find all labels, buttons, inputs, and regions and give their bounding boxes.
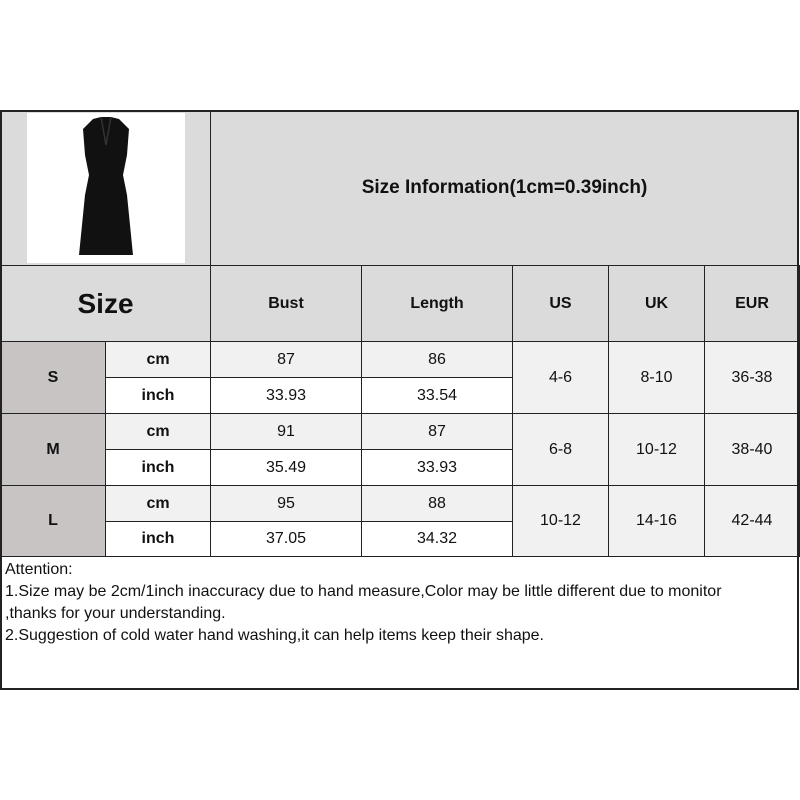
chart-title: Size Information(1cm=0.39inch) <box>210 110 799 266</box>
note-line: ,thanks for your understanding. <box>5 605 226 622</box>
eur-size: 42-44 <box>704 485 800 557</box>
bust-inch: 33.93 <box>210 377 362 414</box>
unit-label-inch: inch <box>105 377 211 414</box>
bust-cm: 95 <box>210 485 362 522</box>
eur-size: 36-38 <box>704 341 800 414</box>
unit-label-inch: inch <box>105 521 211 557</box>
bust-inch: 35.49 <box>210 449 362 486</box>
bust-cm: 91 <box>210 413 362 450</box>
uk-size: 10-12 <box>608 413 705 486</box>
note-line: 1.Size may be 2cm/1inch inaccuracy due t… <box>5 583 722 600</box>
column-header-us: US <box>512 265 609 342</box>
us-size: 10-12 <box>512 485 609 557</box>
column-header-eur: EUR <box>704 265 800 342</box>
us-size: 6-8 <box>512 413 609 486</box>
unit-label-inch: inch <box>105 449 211 486</box>
length-cm: 88 <box>361 485 513 522</box>
column-header-bust: Bust <box>210 265 362 342</box>
length-cm: 86 <box>361 341 513 378</box>
size-label: L <box>0 485 106 557</box>
note-line: Attention: <box>5 561 73 578</box>
unit-label-cm: cm <box>105 485 211 522</box>
dress-image <box>78 116 133 255</box>
size-label: M <box>0 413 106 486</box>
uk-size: 14-16 <box>608 485 705 557</box>
product-image-cell <box>0 110 211 266</box>
size-header: Size <box>0 265 211 342</box>
note-line: 2.Suggestion of cold water hand washing,… <box>5 627 544 644</box>
column-header-uk: UK <box>608 265 705 342</box>
length-cm: 87 <box>361 413 513 450</box>
uk-size: 8-10 <box>608 341 705 414</box>
eur-size: 38-40 <box>704 413 800 486</box>
size-label: S <box>0 341 106 414</box>
us-size: 4-6 <box>512 341 609 414</box>
length-inch: 33.93 <box>361 449 513 486</box>
unit-label-cm: cm <box>105 341 211 378</box>
bust-inch: 37.05 <box>210 521 362 557</box>
length-inch: 33.54 <box>361 377 513 414</box>
unit-label-cm: cm <box>105 413 211 450</box>
product-image <box>26 113 185 263</box>
bust-cm: 87 <box>210 341 362 378</box>
column-header-length: Length <box>361 265 513 342</box>
attention-notes: Attention: 1.Size may be 2cm/1inch inacc… <box>0 556 799 690</box>
length-inch: 34.32 <box>361 521 513 557</box>
